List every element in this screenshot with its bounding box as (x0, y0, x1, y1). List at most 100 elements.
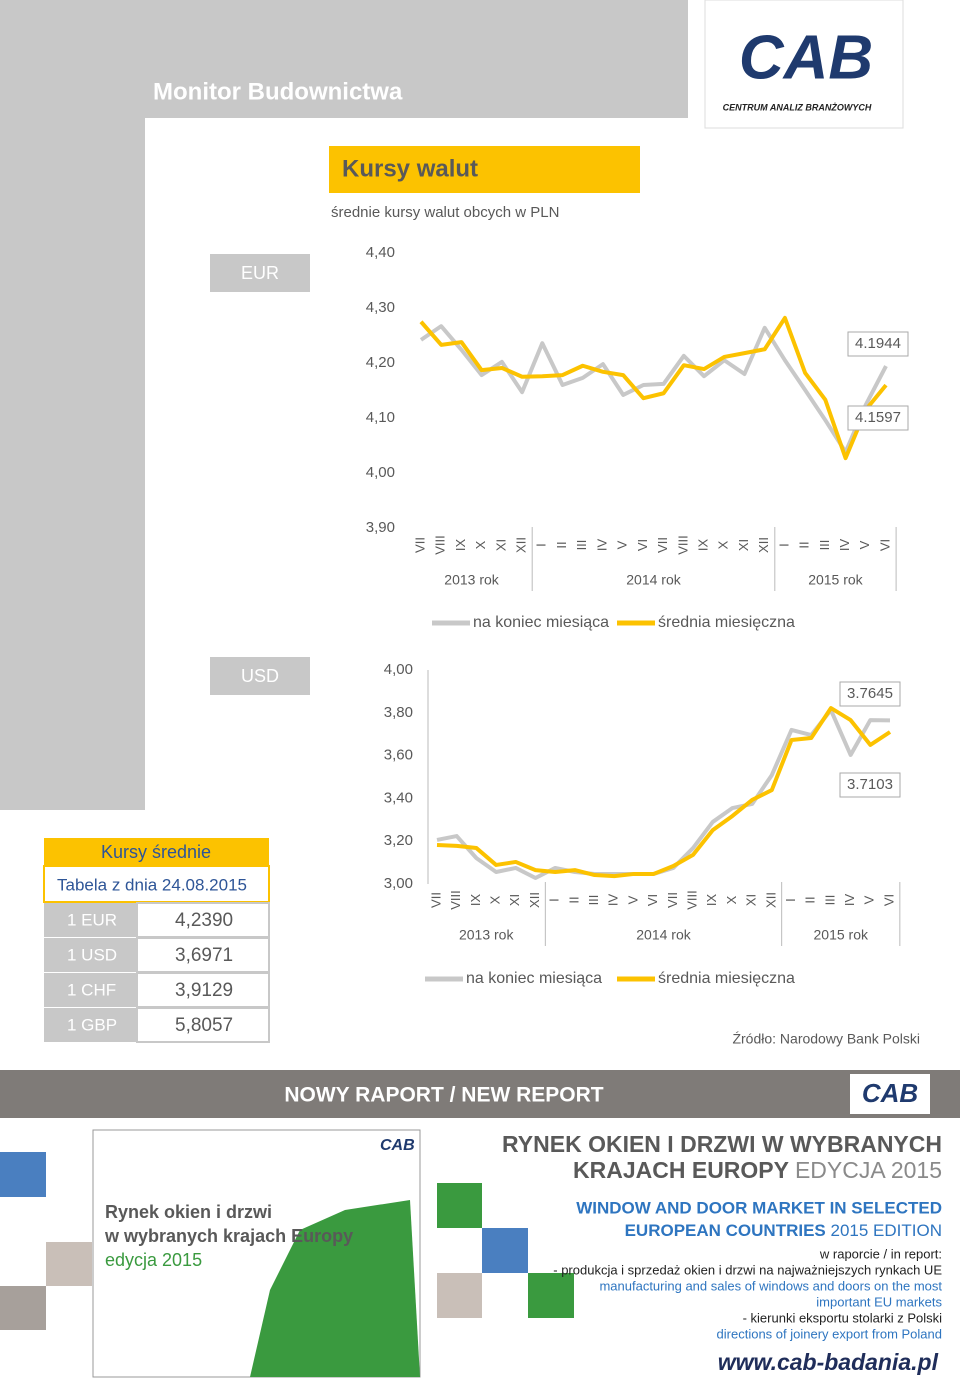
x-tick-label: IX (453, 539, 468, 552)
rate-cell (136, 1007, 270, 1043)
callout-box (847, 405, 909, 431)
x-tick-label: V (615, 540, 630, 549)
x-tick-label: II (803, 896, 818, 903)
x-tick-label: XII (514, 537, 529, 553)
y-tick-label: 4,20 (366, 354, 395, 371)
decor (0, 1152, 46, 1197)
x-group-label: 2015 rok (814, 927, 869, 943)
report-title-part: 2015 EDITION (831, 1221, 943, 1240)
rate-cell (136, 902, 270, 938)
rate-cell (44, 1008, 137, 1042)
x-tick-label: VI (881, 894, 896, 906)
rate-currency: 1 EUR (67, 910, 117, 929)
decor (46, 1242, 92, 1286)
x-tick-label: X (724, 895, 739, 904)
x-tick-label: XI (493, 539, 508, 551)
report-line: manufacturing and sales of windows and d… (599, 1278, 942, 1293)
header-band (0, 0, 688, 810)
x-tick-label: III (822, 895, 837, 906)
cover-title: w wybranych krajach Europy (104, 1226, 353, 1246)
x-group-label: 2014 rok (636, 927, 691, 943)
rate-cell (136, 937, 270, 973)
x-tick-label: VIII (433, 535, 448, 555)
rate-cell (44, 973, 137, 1007)
callout-box (839, 772, 901, 798)
x-tick-label: VI (645, 894, 660, 906)
report-title-part: EUROPEAN COUNTRIES (625, 1221, 826, 1240)
page-title: Monitor Budownictwa (153, 78, 403, 105)
x-tick-label: VII (428, 892, 443, 908)
legend-label: na koniec miesiąca (473, 614, 609, 631)
cover-title: edycja 2015 (105, 1250, 202, 1270)
x-group-label: 2013 rok (444, 572, 499, 588)
x-tick-label: XII (763, 892, 778, 908)
x-tick-label: III (574, 540, 589, 551)
y-tick-label: 4,40 (366, 244, 395, 261)
x-tick-label: IX (704, 894, 719, 907)
report-title-en: WINDOW AND DOOR MARKET IN SELECTED (576, 1198, 942, 1217)
y-tick-label: 3,90 (366, 519, 395, 536)
x-tick-label: V (625, 895, 640, 904)
x-tick-label: XII (756, 537, 771, 553)
x-tick-label: IV (837, 539, 852, 552)
rate-currency: 1 GBP (67, 1015, 117, 1034)
banner-text: NOWY RAPORT / NEW REPORT (284, 1084, 603, 1107)
rate-cell (44, 903, 137, 937)
y-tick-label: 4,10 (366, 409, 395, 426)
x-group-label: 2015 rok (808, 572, 863, 588)
report-title-part: KRAJACH EUROPY (573, 1157, 789, 1183)
legend-label: na koniec miesiąca (466, 970, 602, 987)
x-tick-label: XI (736, 539, 751, 551)
rate-value: 5,8057 (175, 1015, 233, 1036)
report-title-en: EUROPEAN COUNTRIES 2015 EDITION (625, 1221, 942, 1240)
rate-value: 3,6971 (175, 945, 233, 966)
x-tick-label: III (817, 540, 832, 551)
currency-tag (210, 254, 310, 292)
series-line (419, 315, 888, 461)
x-tick-label: V (857, 540, 872, 549)
cover-map (250, 1200, 420, 1377)
x-tick-label: II (554, 541, 569, 548)
legend-label: średnia miesięczna (658, 970, 795, 987)
logo-box (704, 0, 904, 129)
url: www.cab-badania.pl (718, 1349, 939, 1375)
x-tick-label: VII (665, 892, 680, 908)
decor (528, 1273, 574, 1318)
logo: CAB (739, 23, 873, 92)
section-title: Kursy walut (342, 155, 478, 182)
x-tick-label: IX (695, 539, 710, 552)
section-subtitle: średnie kursy walut obcych w PLN (331, 204, 559, 221)
x-tick-label: I (547, 898, 562, 902)
x-tick-label: XI (507, 894, 522, 906)
x-tick-label: XII (527, 892, 542, 908)
banner-logo-box (850, 1074, 930, 1114)
x-tick-label: VIII (675, 535, 690, 555)
report-line: w raporcie / in report: (819, 1246, 942, 1261)
currency-tag (210, 657, 310, 695)
x-tick-label: IV (842, 894, 857, 907)
x-tick-label: VII (412, 537, 427, 553)
rates-date: Tabela z dnia 24.08.2015 (57, 875, 247, 894)
decor (437, 1273, 482, 1318)
x-tick-label: IV (594, 539, 609, 552)
series-line (419, 324, 888, 455)
y-tick-label: 3,00 (384, 875, 413, 892)
report-line: directions of joinery export from Poland (717, 1326, 942, 1341)
rate-cell (44, 938, 137, 972)
section-box (329, 146, 640, 193)
y-tick-label: 3,40 (384, 789, 413, 806)
x-tick-label: VIII (448, 890, 463, 910)
report-line: - produkcja i sprzedaż okien i drzwi na … (553, 1262, 942, 1277)
y-tick-label: 3,20 (384, 832, 413, 849)
currency-label: USD (241, 666, 279, 686)
x-group-label: 2014 rok (626, 572, 681, 588)
x-tick-label: IV (606, 894, 621, 907)
legend-label: średnia miesięczna (658, 614, 795, 631)
cover-title: Rynek okien i drzwi (105, 1202, 272, 1222)
report-title: RYNEK OKIEN I DRZWI W WYBRANYCH (502, 1131, 942, 1157)
rates-title: Kursy średnie (101, 842, 211, 862)
x-tick-label: V (862, 895, 877, 904)
x-tick-label: X (716, 540, 731, 549)
y-tick-label: 4,30 (366, 299, 395, 316)
